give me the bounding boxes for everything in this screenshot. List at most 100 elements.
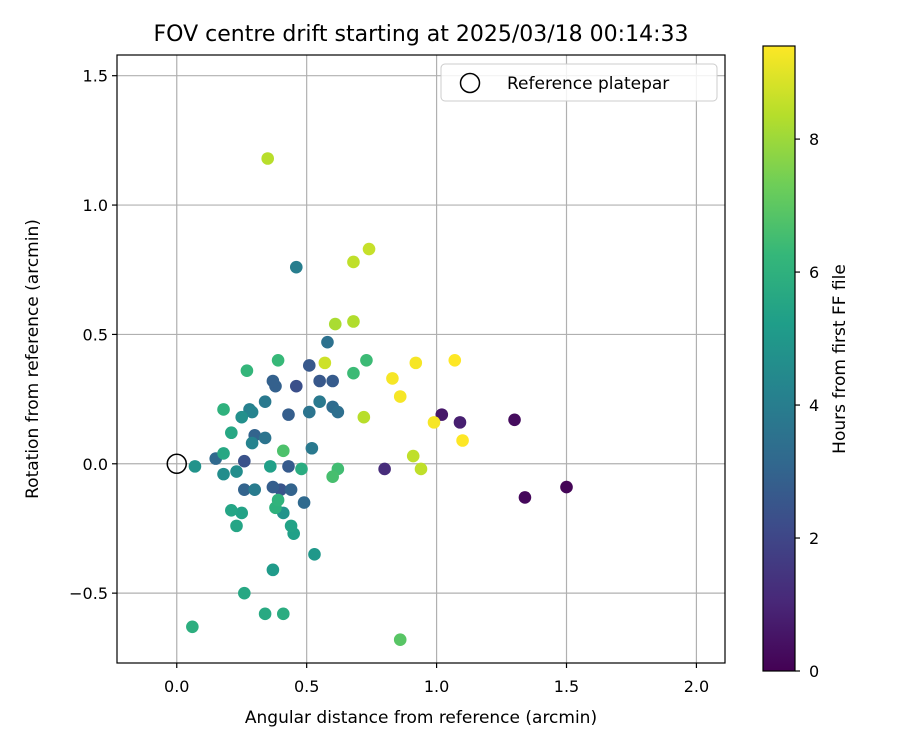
data-point [453,416,467,429]
data-point [456,434,469,447]
data-point [217,467,230,481]
data-point [409,356,423,370]
data-point [302,405,316,419]
x-tick-label: 0.0 [164,677,189,696]
x-axis-ticks: 0.0 0.5 1.0 1.5 2.0 [164,663,709,696]
data-point [393,390,407,403]
x-tick-label: 1.0 [424,677,449,696]
data-point [258,395,272,408]
data-point [186,620,199,634]
colorbar-tick-label: 6 [809,263,819,282]
data-point [217,447,230,460]
x-tick-label: 2.0 [684,677,709,696]
data-point [276,444,290,458]
colorbar-label: Hours from first FF file [830,264,850,454]
data-point [230,465,243,478]
y-axis-label: Rotation from reference (arcmin) [23,219,43,499]
data-point [266,563,280,577]
colorbar-tick-label: 8 [809,130,819,149]
data-point [393,633,407,647]
data-point [302,359,316,372]
legend-marker-icon [459,72,481,94]
data-point [328,317,342,331]
data-point [331,405,345,419]
y-tick-label: −0.5 [69,584,108,603]
data-point [238,586,251,600]
data-point [266,480,280,494]
data-point [305,441,319,455]
data-point [248,483,262,496]
data-point [560,480,573,494]
x-tick-label: 0.5 [294,677,319,696]
x-axis-label: Angular distance from reference (arcmin) [245,708,597,728]
data-point [313,374,326,388]
data-point [313,395,326,408]
colorbar-tick-label: 0 [809,662,819,681]
chart-title: FOV centre drift starting at 2025/03/18 … [154,22,689,47]
data-point [230,519,243,533]
data-point [276,607,290,621]
data-point [295,462,308,476]
data-point [284,483,298,496]
data-point [238,454,251,468]
data-point [235,506,249,520]
data-point [235,410,249,424]
plot-frame [116,54,726,664]
data-point [362,242,376,256]
data-point [258,431,272,445]
data-point [414,462,428,476]
data-point [261,152,275,165]
data-points [186,152,573,647]
data-point [406,449,420,463]
data-point [188,460,202,473]
data-point [347,366,360,380]
data-point [225,504,238,517]
data-point [378,462,391,476]
data-point [284,519,298,533]
data-point [263,460,277,473]
legend-entry-reference: Reference platepar [507,74,669,94]
data-point [321,335,334,349]
grid [117,55,725,663]
legend-box [440,63,718,102]
y-tick-label: 0.5 [83,325,108,344]
data-point [326,374,339,388]
colorbar-tick-label: 2 [809,529,819,548]
reference-platepar-marker [166,453,188,475]
data-point [245,436,259,450]
data-point [225,426,238,440]
colorbar: 0 2 4 6 8 Hours from first FF file [762,45,850,681]
data-point [282,408,295,421]
data-point [240,364,254,377]
data-point [435,408,449,421]
data-point [508,413,521,427]
colorbar-ticks: 0 2 4 6 8 [795,130,819,681]
colorbar-gradient [762,45,796,672]
data-point [347,315,360,328]
x-tick-label: 1.5 [554,677,579,696]
data-point [266,374,280,388]
reference-marker-layer [166,453,188,475]
data-point [271,353,285,367]
data-point [258,607,272,621]
y-tick-label: 1.0 [83,196,108,215]
data-point [427,416,441,429]
data-point [238,483,251,496]
data-point [245,405,259,419]
data-point [360,353,373,367]
data-point [318,356,332,370]
y-axis-ticks: −0.5 0.0 0.5 1.0 1.5 [69,67,117,603]
legend: Reference platepar [440,63,718,102]
data-point [518,491,532,504]
data-point [289,379,303,393]
y-tick-label: 1.5 [83,67,108,86]
data-point [357,410,371,424]
data-point [297,496,311,509]
data-point [326,470,339,484]
data-point [282,460,295,473]
data-point [217,403,230,416]
data-point [308,548,321,561]
data-point [386,372,399,385]
colorbar-tick-label: 4 [809,396,819,415]
